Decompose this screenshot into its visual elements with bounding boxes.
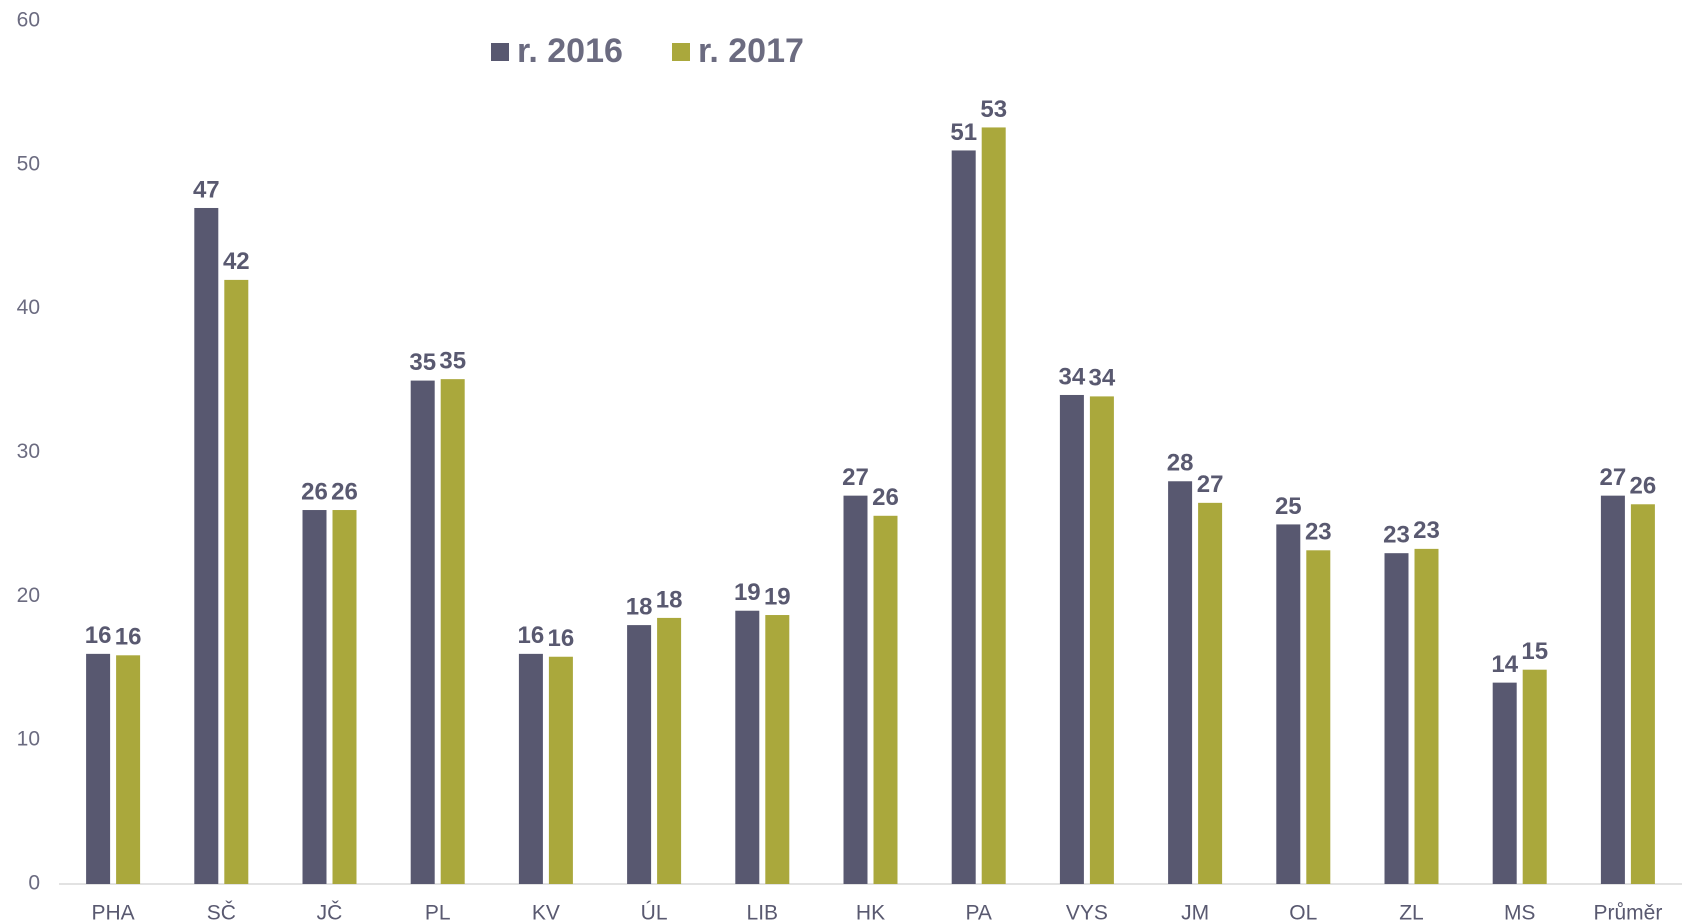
bar [1089, 396, 1114, 884]
legend-swatch [491, 43, 509, 61]
bar [765, 615, 790, 884]
bar [873, 515, 898, 884]
bar [1198, 502, 1223, 884]
value-label: 42 [223, 248, 250, 275]
x-tick-label: ZL [1399, 902, 1424, 924]
value-label: 23 [1413, 517, 1440, 544]
bar [194, 207, 219, 884]
value-label: 53 [980, 96, 1007, 123]
x-tick-label: PHA [92, 902, 135, 924]
value-label: 19 [734, 579, 761, 606]
bar [332, 510, 357, 884]
bar [548, 656, 573, 884]
value-label: 34 [1059, 363, 1086, 390]
bar [440, 379, 465, 884]
bar [843, 495, 868, 884]
value-label: 35 [439, 347, 466, 374]
bar [1492, 682, 1517, 884]
bar [224, 279, 249, 884]
y-tick-label: 0 [28, 872, 40, 895]
x-tick-label: HK [856, 902, 885, 924]
value-label: 19 [764, 583, 791, 610]
bar [518, 653, 543, 884]
value-label: 27 [842, 464, 869, 491]
bar [951, 150, 976, 884]
value-label: 26 [872, 484, 899, 511]
y-tick-label: 30 [17, 440, 40, 463]
bar [627, 625, 652, 884]
x-tick-label: JČ [317, 902, 343, 924]
value-label: 16 [85, 622, 112, 649]
bar [1168, 481, 1193, 884]
x-tick-label: KV [532, 902, 560, 924]
value-label: 23 [1383, 522, 1410, 549]
value-label: 16 [518, 622, 545, 649]
y-tick-label: 50 [17, 152, 40, 175]
x-tick-label: LIB [747, 902, 779, 924]
bar [86, 653, 111, 884]
value-label: 18 [656, 586, 683, 613]
bar [1414, 548, 1439, 884]
value-label: 15 [1521, 638, 1548, 665]
legend-label: r. 2016 [517, 32, 623, 70]
x-tick-label: PL [425, 902, 451, 924]
y-tick-label: 10 [17, 728, 40, 751]
bar [981, 127, 1006, 885]
bar [1630, 504, 1655, 884]
bar [1600, 495, 1625, 884]
x-tick-label: Průměr [1593, 902, 1662, 924]
x-tick-label: SČ [207, 902, 236, 924]
value-label: 14 [1491, 651, 1518, 678]
value-label: 23 [1305, 519, 1332, 546]
x-tick-label: OL [1289, 902, 1317, 924]
x-tick-label: JM [1181, 902, 1209, 924]
value-label: 16 [115, 624, 142, 651]
bar [116, 655, 141, 884]
x-tick-label: PA [965, 902, 991, 924]
bar [302, 510, 327, 884]
value-label: 27 [1197, 471, 1224, 498]
bar [657, 617, 682, 884]
value-label: 51 [950, 119, 977, 146]
value-label: 25 [1275, 493, 1302, 520]
value-label: 26 [301, 478, 328, 505]
bar [1384, 553, 1409, 884]
bar [1306, 550, 1331, 884]
value-label: 28 [1167, 450, 1194, 477]
bar [410, 380, 435, 884]
legend-swatch [672, 43, 690, 61]
value-label: 27 [1600, 464, 1627, 491]
x-tick-label: MS [1504, 902, 1536, 924]
value-label: 26 [331, 478, 358, 505]
value-label: 34 [1089, 365, 1116, 392]
value-label: 35 [409, 349, 436, 376]
x-tick-label: ÚL [641, 902, 668, 924]
bar [735, 610, 760, 884]
value-label: 16 [548, 625, 575, 652]
y-tick-label: 60 [17, 9, 40, 32]
value-label: 47 [193, 176, 220, 203]
x-tick-label: VYS [1066, 902, 1108, 924]
bar [1059, 394, 1084, 884]
legend-label: r. 2017 [698, 32, 804, 70]
bar [1522, 669, 1547, 884]
y-tick-label: 40 [17, 296, 40, 319]
bar [1276, 524, 1301, 884]
value-label: 18 [626, 593, 653, 620]
y-tick-label: 20 [17, 584, 40, 607]
value-label: 26 [1630, 473, 1657, 500]
